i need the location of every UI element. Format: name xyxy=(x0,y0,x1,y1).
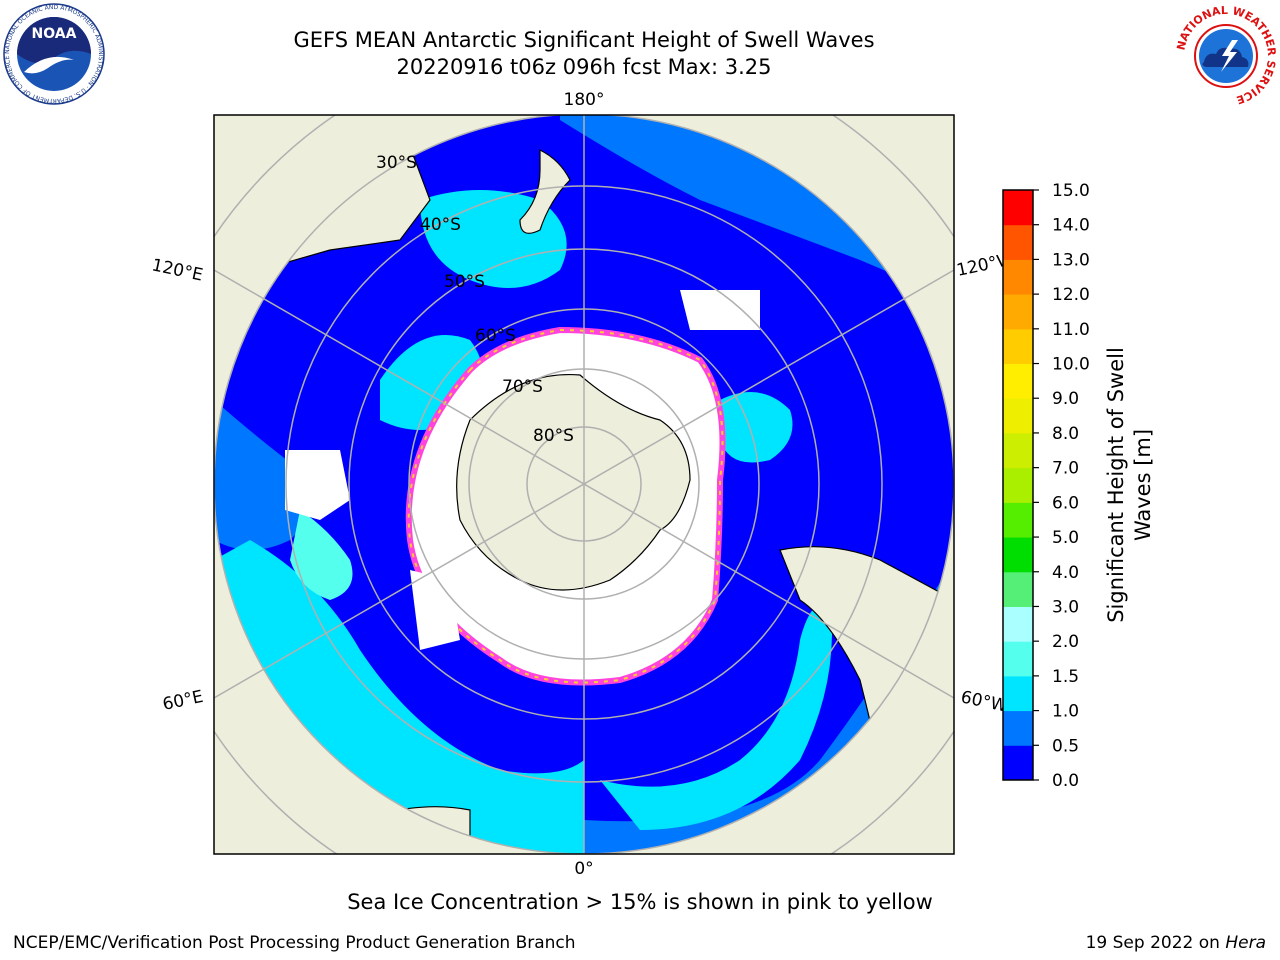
chart-title: GEFS MEAN Antarctic Significant Height o… xyxy=(293,28,875,52)
colorbar-tick-label: 8.0 xyxy=(1052,424,1079,444)
graticule xyxy=(214,115,954,854)
colorbar-tick-label: 11.0 xyxy=(1052,320,1090,340)
antarctica xyxy=(456,373,691,591)
colorbar-segment xyxy=(1003,675,1033,712)
colorbar-tick-label: 7.0 xyxy=(1052,459,1079,479)
colorbar-tick-label: 3.0 xyxy=(1052,597,1079,617)
noaa-logo: NATIONAL OCEANIC AND ATMOSPHERIC ADMINIS… xyxy=(2,2,105,105)
colorbar-segment xyxy=(1003,190,1033,226)
colorbar-tick-label: 15.0 xyxy=(1052,181,1090,201)
colorbar-segment xyxy=(1003,467,1033,503)
colorbar-tick-label: 4.0 xyxy=(1052,563,1079,583)
colorbar-segment xyxy=(1003,432,1033,469)
colorbar-segment xyxy=(1003,745,1033,781)
colorbar-tick-label: 10.0 xyxy=(1052,355,1090,375)
colorbar-segment xyxy=(1003,328,1033,365)
lat-label-80s: 80°S xyxy=(533,426,574,446)
colorbar-tick-label: 0.5 xyxy=(1052,736,1079,756)
colorbar-tick-label: 1.5 xyxy=(1052,667,1079,687)
lon-label-0: 0° xyxy=(574,859,593,879)
lon-label-180: 180° xyxy=(564,90,605,110)
footer-branch: NCEP/EMC/Verification Post Processing Pr… xyxy=(13,933,576,953)
sea-ice-note: Sea Ice Concentration > 15% is shown in … xyxy=(347,890,933,914)
nws-logo: NATIONAL WEATHER SERVICE xyxy=(1174,4,1278,107)
colorbar-tick-label: 12.0 xyxy=(1052,285,1090,305)
colorbar-tick-label: 13.0 xyxy=(1052,250,1090,270)
colorbar-segment xyxy=(1003,363,1033,399)
colorbar-segment xyxy=(1003,224,1033,260)
lon-label-60w: 60°W xyxy=(959,687,1009,716)
chart-subtitle: 20220916 t06z 096h fcst Max: 3.25 xyxy=(396,55,772,79)
colorbar-tick-label: 6.0 xyxy=(1052,493,1079,513)
footer-machine: Hera xyxy=(1225,933,1266,953)
colorbar-tick-label: 5.0 xyxy=(1052,528,1079,548)
lon-label-120e: 120°E xyxy=(150,255,205,285)
lon-label-60e: 60°E xyxy=(161,687,205,715)
colorbar-label-line1: Significant Height of Swell xyxy=(1104,347,1128,623)
colorbar: 0.0 0.5 1.0 1.5 2.0 3.0 4.0 5.0 6.0 7.0 8.0 9.0 10.0… xyxy=(1002,181,1090,791)
colorbar-segment xyxy=(1003,259,1033,295)
svg-text:NOAA: NOAA xyxy=(32,26,77,42)
colorbar-segment xyxy=(1003,398,1033,434)
colorbar-tick-label: 1.0 xyxy=(1052,702,1079,722)
map-frame xyxy=(213,114,955,855)
colorbar-segment xyxy=(1003,641,1033,677)
colorbar-segment xyxy=(1003,571,1033,607)
lat-label-40s: 40°S xyxy=(420,215,461,235)
colorbar-segment xyxy=(1003,502,1033,538)
colorbar-frame xyxy=(1002,189,1034,781)
colorbar-segment xyxy=(1003,537,1033,573)
colorbar-segment xyxy=(1003,606,1033,642)
footer-date: 19 Sep 2022 on Hera xyxy=(1086,933,1266,953)
colorbar-tick-label: 2.0 xyxy=(1052,632,1079,652)
lat-label-60s: 60°S xyxy=(475,326,516,346)
colorbar-segment xyxy=(1003,294,1033,330)
colorbar-tick-label: 14.0 xyxy=(1052,216,1090,236)
colorbar-tick-label: 0.0 xyxy=(1052,771,1079,791)
new-zealand xyxy=(519,149,571,234)
colorbar-label-line2: Waves [m] xyxy=(1131,429,1155,541)
lat-label-50s: 50°S xyxy=(444,272,485,292)
colorbar-tick-label: 9.0 xyxy=(1052,389,1079,409)
footer-date-text: 19 Sep 2022 on xyxy=(1085,933,1226,953)
colorbar-segment xyxy=(1003,710,1033,746)
lat-label-30s: 30°S xyxy=(376,153,417,173)
lat-label-70s: 70°S xyxy=(502,377,543,397)
